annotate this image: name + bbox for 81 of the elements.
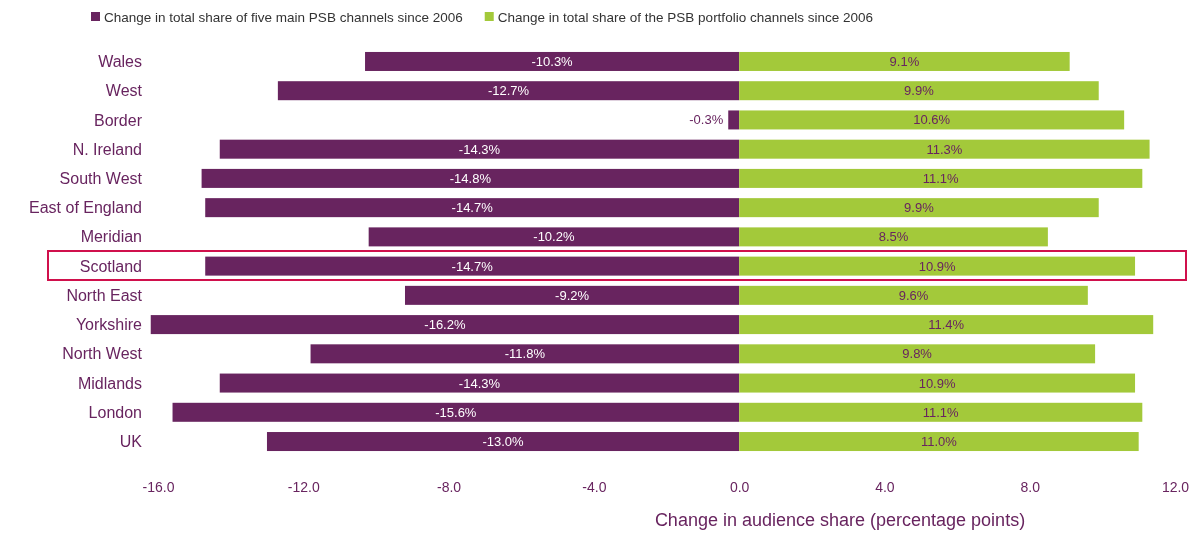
data-label: 9.6% [898,287,929,303]
bar [739,227,1048,247]
y-tick-label: Yorkshire [75,316,143,334]
legend-label: Change in total share of five main PSB channels since 2006 [104,9,463,25]
data-label: -14.3% [458,375,501,391]
data-label: 11.1% [922,404,960,420]
bar [739,198,1099,218]
data-label: -14.7% [451,200,494,216]
data-label: 9.9% [904,83,935,99]
data-label: 9.9% [904,200,935,216]
bar [368,227,740,247]
data-label: -14.7% [451,258,494,274]
x-tick-label: -16.0 [142,478,175,495]
bar [219,139,740,159]
bar [739,315,1154,335]
data-label: -10.2% [533,229,575,245]
data-label: 11.1% [922,170,960,186]
bar [739,51,1070,71]
data-label: -11.8% [504,346,546,362]
data-label: -13.0% [482,434,525,450]
data-label: 10.6% [913,112,951,128]
bar [739,344,1096,364]
data-label: 11.3% [926,141,963,157]
data-label: -10.3% [531,54,574,70]
x-tick-label: 8.0 [1020,478,1041,495]
bar [201,168,740,188]
x-tick-label: -12.0 [287,478,320,495]
bar [205,256,740,276]
bar [739,373,1136,393]
bar [310,344,740,364]
y-tick-label: East of England [29,199,142,217]
y-tick-label: Meridian [80,228,142,246]
legend-label: Change in total share of the PSB portfolio channels since 2006 [497,9,873,25]
bar [150,315,740,335]
bar [172,402,740,422]
bar [739,168,1143,188]
bar [739,81,1099,101]
data-label: -14.3% [458,141,501,157]
data-label: -9.2% [555,287,590,303]
bar [739,110,1125,130]
bar [404,285,740,305]
data-label: -0.3% [689,112,724,128]
data-label: -12.7% [487,83,530,99]
data-label: 11.0% [920,434,958,450]
bar [739,256,1136,276]
data-label: 11.4% [928,317,965,333]
y-tick-label: North West [62,345,143,363]
bar [365,51,740,71]
y-tick-label: Midlands [77,374,142,392]
bar [219,373,740,393]
y-tick-label: London [88,403,142,421]
bar [739,402,1143,422]
y-tick-label: South West [59,170,143,188]
x-tick-label: -8.0 [437,478,462,495]
y-tick-label: Border [93,111,143,129]
y-tick-label: North East [66,286,143,304]
data-label: 8.5% [878,229,909,245]
y-tick-label: N. Ireland [72,140,142,158]
data-label: 10.9% [918,258,956,274]
bar [205,198,740,218]
bar [739,285,1088,305]
bar [728,110,740,130]
bar [739,432,1139,452]
y-tick-label: UK [119,433,143,451]
data-label: 9.8% [902,346,933,362]
bar [266,432,740,452]
y-tick-label: West [105,82,143,100]
x-axis-title: Change in audience share (percentage points) [654,510,1026,530]
x-tick-label: -4.0 [582,478,607,495]
x-tick-label: 0.0 [729,478,750,495]
y-tick-label: Wales [98,53,142,71]
data-label: 10.9% [918,375,956,391]
data-label: -14.8% [449,170,492,186]
data-label: -16.2% [424,317,466,333]
x-tick-label: 12.0 [1161,478,1190,495]
bar [277,81,740,101]
bar [739,139,1150,159]
data-label: 9.1% [889,54,920,70]
data-label: -15.6% [435,404,477,420]
x-tick-label: 4.0 [875,478,895,495]
y-tick-label: Scotland [79,257,142,275]
